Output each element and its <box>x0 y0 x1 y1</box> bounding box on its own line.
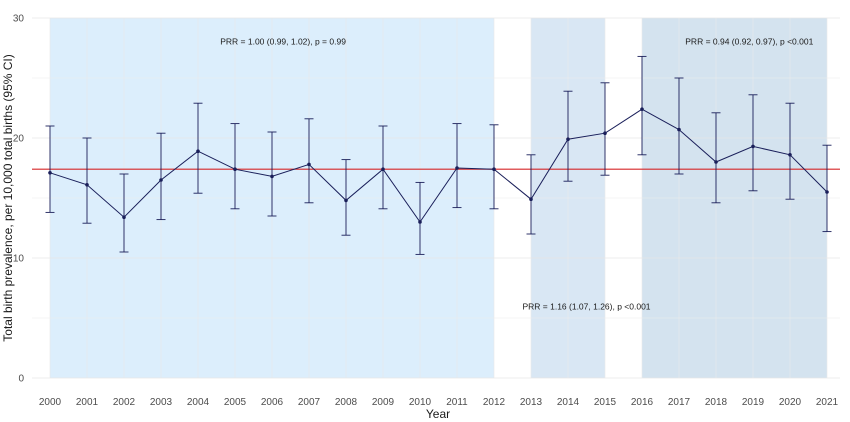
data-point-2006 <box>270 174 274 179</box>
y-tick-label: 0 <box>18 374 24 385</box>
data-point-2001 <box>85 183 89 187</box>
x-tick-label: 2003 <box>150 397 173 408</box>
x-tick-label: 2010 <box>409 397 432 408</box>
x-tick-label: 2004 <box>187 397 210 408</box>
x-tick-label: 2014 <box>557 397 580 408</box>
y-tick-label: 20 <box>13 134 25 145</box>
data-point-2020 <box>788 153 792 157</box>
series-line-group <box>48 107 829 224</box>
data-point-2018 <box>714 160 718 164</box>
data-point-2015 <box>603 131 607 135</box>
prr-annotations: PRR = 1.00 (0.99, 1.02), p = 0.99 PRR = 1… <box>220 36 813 311</box>
data-point-2008 <box>344 198 348 203</box>
x-tick-label: 2018 <box>705 397 728 408</box>
data-point-2017 <box>677 127 681 132</box>
error-bars <box>45 55 832 255</box>
data-point-2011 <box>455 166 459 170</box>
x-tick-label: 2009 <box>372 397 395 408</box>
data-point-2003 <box>159 178 163 182</box>
data-point-2004 <box>196 149 200 153</box>
data-point-2005 <box>233 167 237 171</box>
x-tick-labels: 2000 2001 2002 2003 2004 2005 2006 2007 2008 2009… <box>39 397 839 408</box>
data-point-2012 <box>492 167 496 171</box>
data-point-2000 <box>48 171 52 175</box>
x-tick-label: 2020 <box>779 397 802 408</box>
data-point-2016 <box>640 107 644 111</box>
data-point-2002 <box>122 215 126 219</box>
x-tick-label: 2007 <box>298 397 321 408</box>
x-tick-label: 2011 <box>446 397 468 408</box>
y-tick-label: 30 <box>13 14 25 25</box>
x-tick-label: 2008 <box>335 397 358 408</box>
data-point-2010 <box>418 220 422 224</box>
x-tick-label: 2017 <box>668 397 691 408</box>
x-tick-label: 2000 <box>39 397 62 408</box>
prr-annotation-3: PRR = 0.94 (0.92, 0.97), p <0.001 <box>685 36 813 46</box>
y-tick-label: 10 <box>13 254 25 265</box>
data-point-2009 <box>381 167 385 171</box>
x-tick-label: 2001 <box>76 397 99 408</box>
data-point-2014 <box>566 137 570 141</box>
x-axis-title: Year <box>426 407 450 421</box>
x-tick-label: 2002 <box>113 397 136 408</box>
x-tick-label: 2006 <box>261 397 284 408</box>
x-tick-label: 2012 <box>483 397 506 408</box>
x-tick-label: 2019 <box>742 397 765 408</box>
x-tick-label: 2021 <box>816 397 839 408</box>
y-axis-title: Total birth prevalence, per 10,000 total… <box>1 54 15 341</box>
y-tick-labels: 0 10 20 30 <box>13 14 25 385</box>
x-tick-label: 2013 <box>520 397 543 408</box>
series-line <box>49 108 828 223</box>
x-tick-label: 2005 <box>224 397 247 408</box>
x-tick-label: 2015 <box>594 397 617 408</box>
prr-annotation-1: PRR = 1.00 (0.99, 1.02), p = 0.99 <box>220 36 346 46</box>
data-point-2019 <box>751 144 755 149</box>
data-point-2013 <box>529 197 533 201</box>
x-tick-label: 2016 <box>631 397 654 408</box>
data-point-2021 <box>825 190 829 194</box>
prr-annotation-2: PRR = 1.16 (1.07, 1.26), p <0.001 <box>522 302 650 312</box>
data-point-2007 <box>307 162 311 167</box>
